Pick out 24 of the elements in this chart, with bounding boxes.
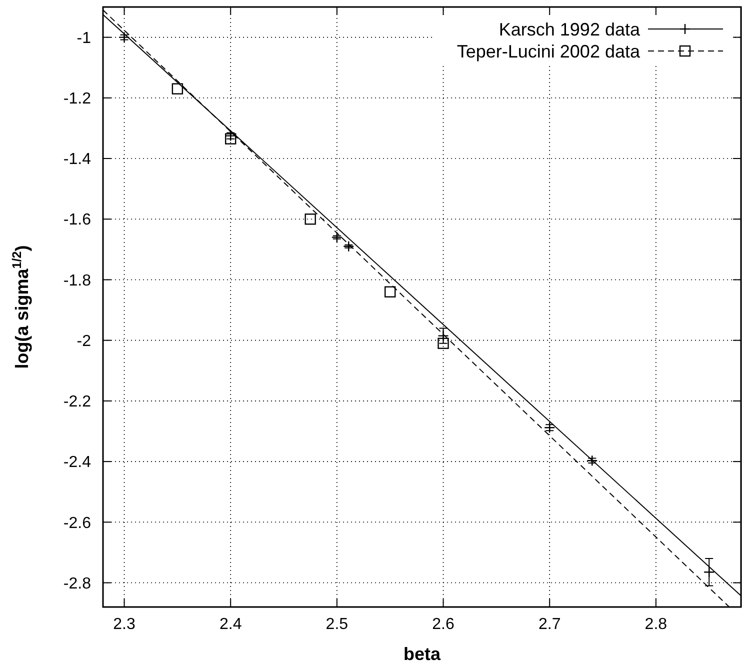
y-tick-label: -2 — [76, 332, 92, 350]
y-tick-label: -2.2 — [63, 394, 92, 411]
x-tick-label: 2.3 — [113, 616, 136, 633]
y-tick-label: -2.6 — [63, 514, 92, 532]
point — [438, 338, 449, 349]
y-tick-label: -1 — [76, 30, 92, 47]
point — [225, 133, 236, 144]
y-tick-label: -1.6 — [63, 212, 92, 229]
x-tick-label: 2.8 — [644, 616, 668, 633]
y-tick-label: -1.2 — [63, 90, 92, 108]
y-tick-label: -1.8 — [63, 272, 92, 290]
y-tick-label: -1.4 — [63, 151, 92, 168]
point — [172, 83, 184, 94]
legend-label: Karsch 1992 data — [498, 19, 641, 40]
x-tick-label: 2.4 — [219, 616, 242, 633]
x-tick-label: 2.5 — [326, 616, 348, 633]
x-axis-title: beta — [403, 644, 442, 664]
point — [384, 286, 396, 298]
y-tick-label: -2.8 — [63, 575, 92, 592]
x-tick-label: 2.6 — [432, 616, 454, 633]
legend-label: Teper-Lucini 2002 data — [456, 41, 641, 62]
y-tick-label: -2.4 — [63, 454, 92, 472]
x-tick-label: 2.7 — [538, 616, 561, 633]
point — [304, 214, 316, 225]
